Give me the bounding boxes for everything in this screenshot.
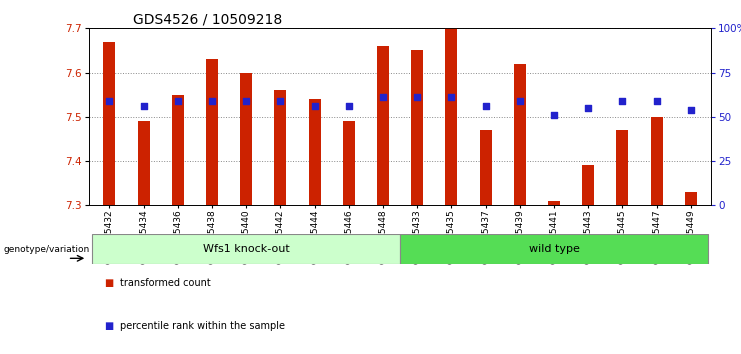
Point xyxy=(548,112,560,118)
Bar xyxy=(274,90,287,205)
Text: ■: ■ xyxy=(104,278,113,288)
Point xyxy=(651,98,662,104)
Point xyxy=(445,94,457,100)
Point xyxy=(582,105,594,111)
Bar xyxy=(548,201,560,205)
Bar xyxy=(651,117,662,205)
Point xyxy=(240,98,252,104)
Bar xyxy=(206,59,218,205)
Point xyxy=(138,103,150,109)
Point xyxy=(343,103,355,109)
Bar xyxy=(343,121,355,205)
Bar xyxy=(309,99,321,205)
Text: percentile rank within the sample: percentile rank within the sample xyxy=(120,321,285,331)
Bar xyxy=(479,130,491,205)
Point xyxy=(514,98,526,104)
Bar xyxy=(172,95,184,205)
Bar xyxy=(617,130,628,205)
Point xyxy=(685,107,697,113)
Bar xyxy=(445,28,457,205)
Point xyxy=(479,103,491,109)
Bar xyxy=(377,46,389,205)
Bar xyxy=(93,234,400,264)
Point xyxy=(274,98,286,104)
Text: transformed count: transformed count xyxy=(120,278,210,288)
Point xyxy=(206,98,218,104)
Point xyxy=(411,94,423,100)
Point xyxy=(104,98,116,104)
Text: GDS4526 / 10509218: GDS4526 / 10509218 xyxy=(133,12,282,27)
Text: genotype/variation: genotype/variation xyxy=(4,245,90,254)
Point xyxy=(309,103,321,109)
Bar xyxy=(138,121,150,205)
Bar xyxy=(582,165,594,205)
Bar xyxy=(400,234,708,264)
Bar xyxy=(411,50,423,205)
Bar xyxy=(240,73,252,205)
Bar xyxy=(514,64,526,205)
Text: ■: ■ xyxy=(104,321,113,331)
Bar xyxy=(104,41,116,205)
Point xyxy=(377,94,389,100)
Text: Wfs1 knock-out: Wfs1 knock-out xyxy=(203,244,290,254)
Point xyxy=(617,98,628,104)
Text: wild type: wild type xyxy=(528,244,579,254)
Bar xyxy=(685,192,697,205)
Point xyxy=(172,98,184,104)
